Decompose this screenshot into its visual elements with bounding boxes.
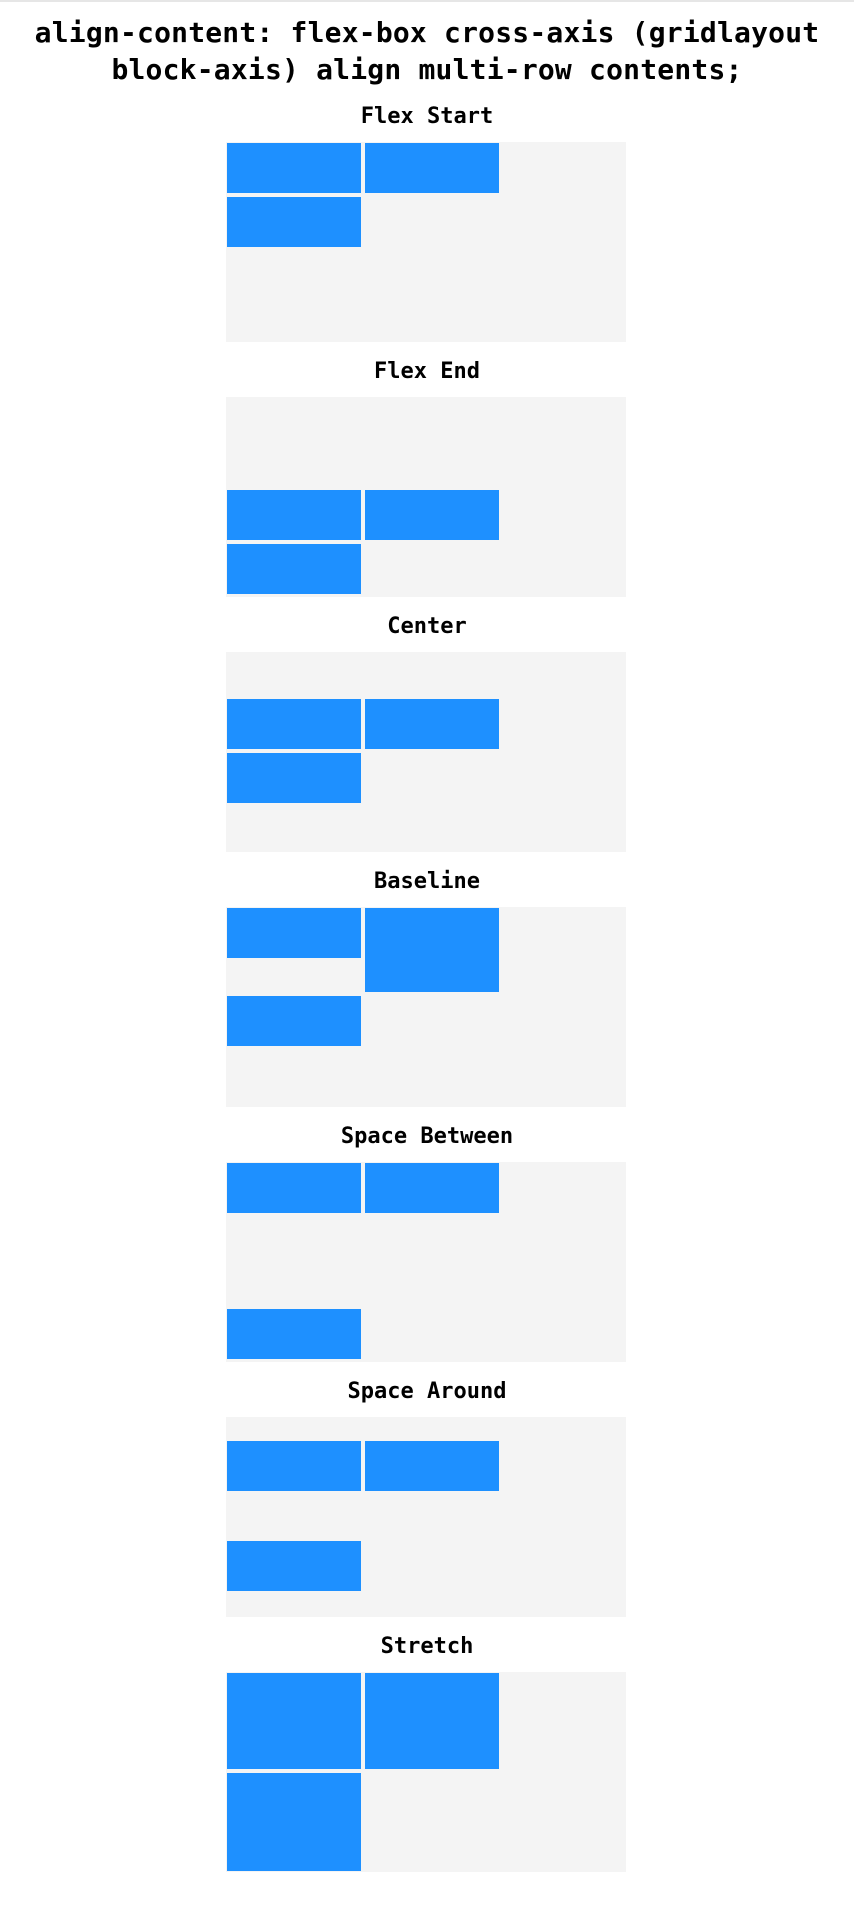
flex-item-1 (227, 490, 361, 540)
flex-item-2 (365, 1441, 499, 1491)
flex-item-2-tall (365, 908, 499, 992)
flex-item-3 (227, 1773, 361, 1871)
flex-container (226, 652, 626, 852)
section-title: Space Between (340, 1124, 514, 1149)
section-title: Space Around (347, 1379, 507, 1404)
section-title: Baseline (374, 869, 480, 894)
section-title: Center (387, 614, 467, 639)
flex-container (226, 1417, 626, 1617)
flex-container (226, 397, 626, 597)
section-title: Stretch (380, 1634, 474, 1659)
flex-item-3 (227, 1541, 361, 1591)
flex-container (226, 907, 626, 1107)
flex-item-1 (227, 1441, 361, 1491)
flex-item-3 (227, 197, 361, 247)
flex-item-1 (227, 908, 361, 958)
section-title: Flex Start (360, 104, 494, 129)
page-title-line-1: align-content: flex-box cross-axis (grid… (34, 16, 820, 49)
flex-item-3 (227, 996, 361, 1046)
page-title-line-2: block-axis) align multi-row contents; (111, 53, 743, 86)
flex-item-3 (227, 544, 361, 594)
flex-item-1 (227, 1163, 361, 1213)
flex-item-2 (365, 143, 499, 193)
flex-item-2 (365, 699, 499, 749)
page-title: align-content: flex-box cross-axis (grid… (0, 14, 854, 88)
section-title: Flex End (374, 359, 480, 384)
flex-item-2 (365, 1163, 499, 1213)
flex-item-3 (227, 753, 361, 803)
flex-container (226, 1672, 626, 1872)
flex-item-1 (227, 143, 361, 193)
top-divider (0, 0, 854, 2)
flex-item-1 (227, 699, 361, 749)
flex-item-2 (365, 1673, 499, 1769)
flex-item-1 (227, 1673, 361, 1769)
flex-item-2 (365, 490, 499, 540)
flex-item-3 (227, 1309, 361, 1359)
flex-container (226, 142, 626, 342)
flex-container (226, 1162, 626, 1362)
